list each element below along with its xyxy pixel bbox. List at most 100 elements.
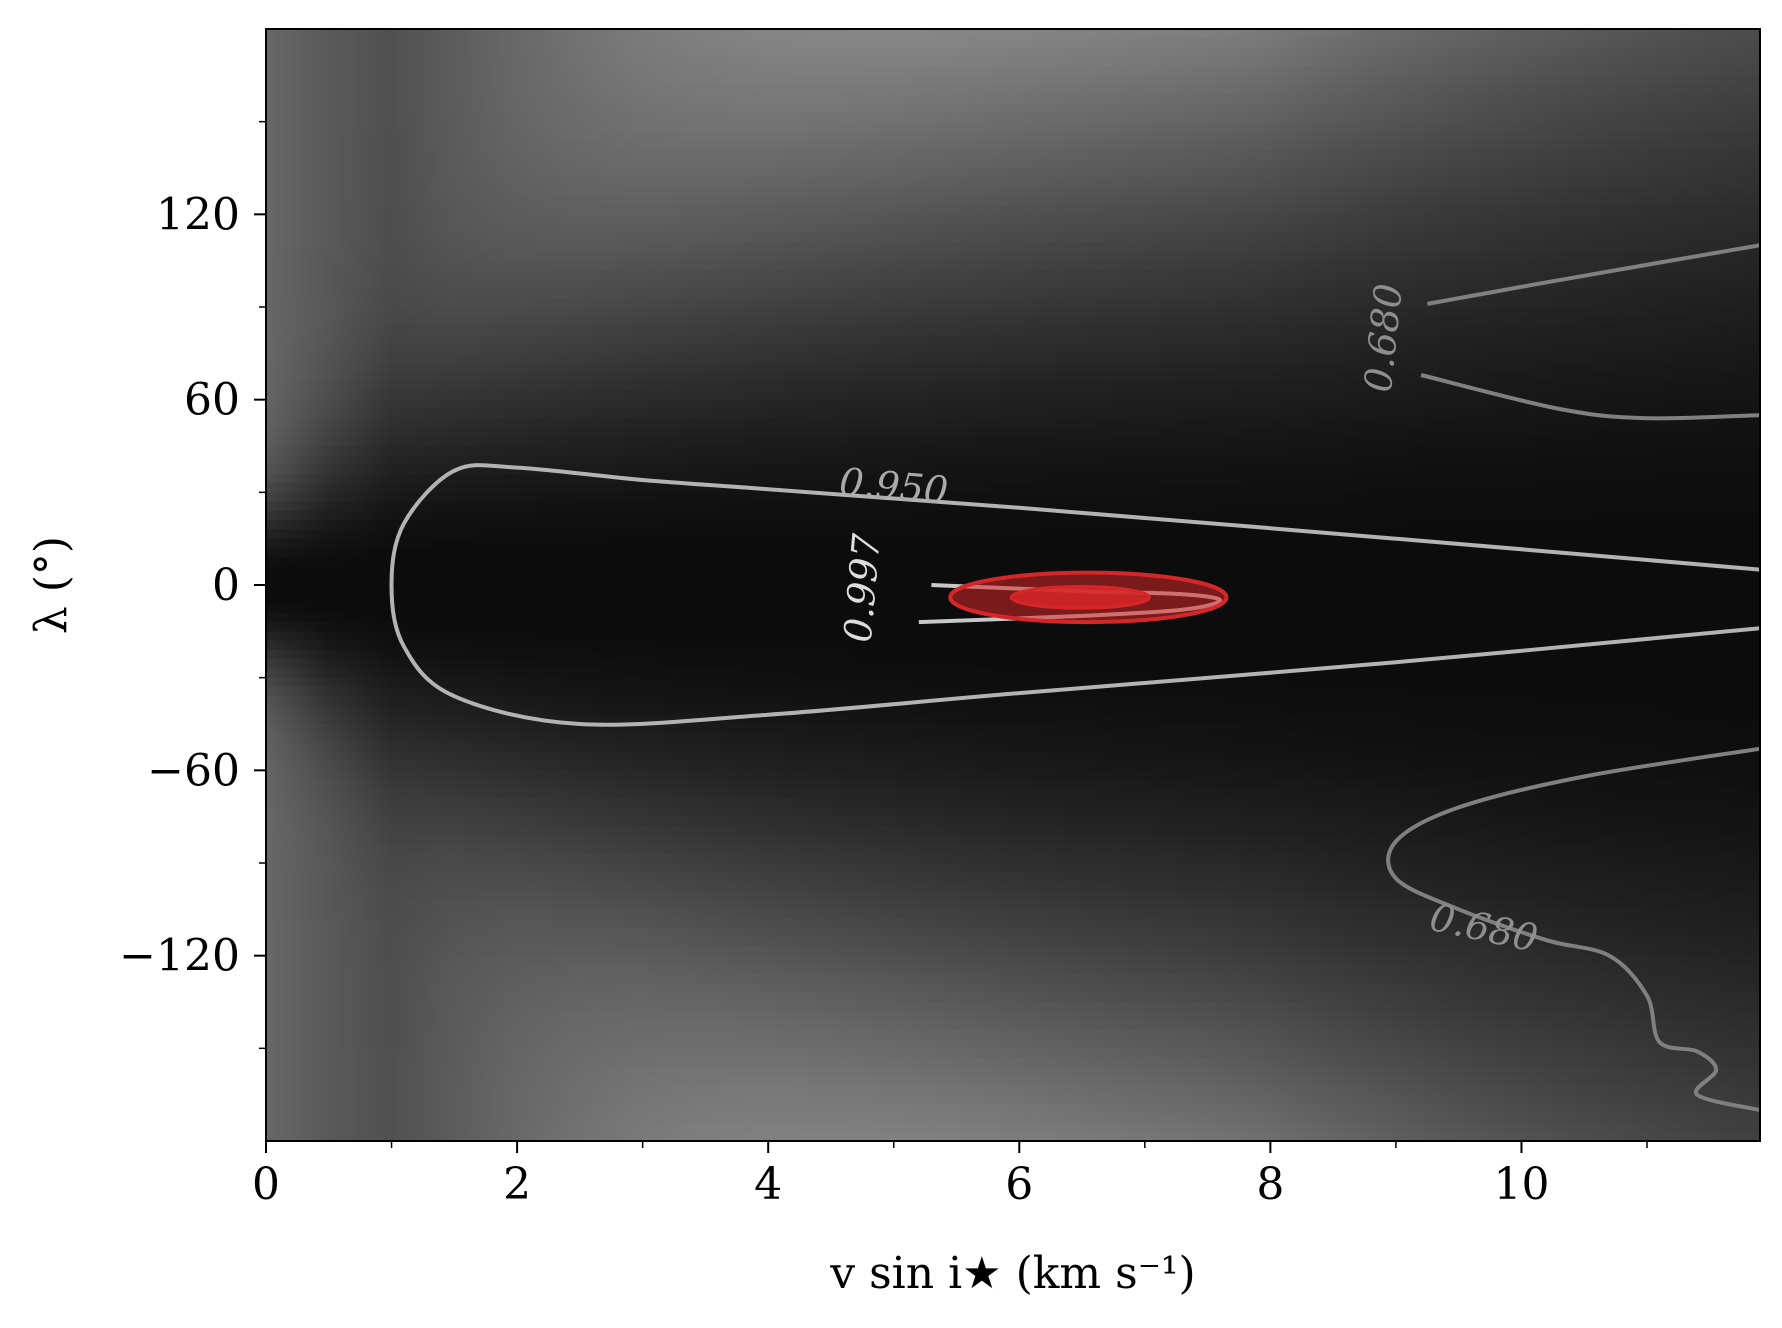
x-tick-label: 8 xyxy=(1256,1159,1284,1210)
heatmap-row xyxy=(266,75,1760,86)
y-axis: −120 −60 0 60 120 xyxy=(119,120,266,1050)
heatmap-row xyxy=(266,825,1760,836)
x-axis: 0 2 4 6 8 10 xyxy=(252,1141,1648,1210)
heatmap-row xyxy=(266,1029,1760,1040)
heatmap-row xyxy=(266,538,1760,549)
heatmap-row xyxy=(266,279,1760,290)
heatmap-row xyxy=(266,390,1760,401)
heatmap-row xyxy=(266,779,1760,790)
heatmap-row xyxy=(266,307,1760,318)
heatmap-row xyxy=(266,288,1760,299)
heatmap-row xyxy=(266,937,1760,948)
heatmap-row xyxy=(266,733,1760,744)
heatmap-row xyxy=(266,325,1760,336)
contour-label: 0.950 xyxy=(838,460,950,513)
x-axis-label: v sin i★ (km s⁻¹) xyxy=(829,1248,1195,1299)
heatmap-row xyxy=(266,807,1760,818)
heatmap-row xyxy=(266,158,1760,169)
heatmap-row xyxy=(266,788,1760,799)
contour-label: 0.997 xyxy=(836,531,889,644)
heatmap-row xyxy=(266,297,1760,308)
heatmap-row xyxy=(266,640,1760,651)
heatmap-row xyxy=(266,381,1760,392)
heatmap-row xyxy=(266,547,1760,558)
heatmap-row xyxy=(266,112,1760,123)
y-tick-label: 0 xyxy=(212,560,240,611)
heatmap-row xyxy=(266,214,1760,225)
heatmap-row xyxy=(266,927,1760,938)
heatmap-row xyxy=(266,473,1760,484)
heatmap-row xyxy=(266,566,1760,577)
x-tick-label: 2 xyxy=(503,1159,531,1210)
x-tick-label: 4 xyxy=(754,1159,782,1210)
heatmap-row xyxy=(266,677,1760,688)
heatmap-row xyxy=(266,149,1760,160)
heatmap-row xyxy=(266,344,1760,355)
contour-0-950 xyxy=(389,463,1760,727)
contour-label-group: 0.950 xyxy=(838,460,950,513)
heatmap-row xyxy=(266,770,1760,781)
heatmap-row xyxy=(266,66,1760,77)
heatmap-row xyxy=(266,696,1760,707)
heatmap-row xyxy=(266,835,1760,846)
heatmap-row xyxy=(266,659,1760,670)
heatmap-row xyxy=(266,1094,1760,1105)
heatmap-row xyxy=(266,751,1760,762)
heatmap-row xyxy=(266,520,1760,531)
contour-0-680 xyxy=(1420,373,1760,421)
heatmap-row xyxy=(266,742,1760,753)
heatmap-row xyxy=(266,121,1760,132)
heatmap-row xyxy=(266,1076,1760,1087)
heatmap-row xyxy=(266,974,1760,985)
heatmap-row xyxy=(266,399,1760,410)
heatmap-row xyxy=(266,223,1760,234)
heatmap-row xyxy=(266,93,1760,104)
heatmap-row xyxy=(266,205,1760,216)
heatmap-row xyxy=(266,371,1760,382)
heatmap-row xyxy=(266,103,1760,114)
heatmap-row xyxy=(266,168,1760,179)
heatmap-row xyxy=(266,1113,1760,1124)
heatmap-row xyxy=(266,649,1760,660)
heatmap-row xyxy=(266,955,1760,966)
heatmap-row xyxy=(266,38,1760,49)
heatmap-row xyxy=(266,853,1760,864)
heatmap-row xyxy=(266,269,1760,280)
heatmap-row xyxy=(266,260,1760,271)
heatmap-row xyxy=(266,362,1760,373)
fit-contour-inner xyxy=(1009,585,1151,610)
heatmap-row xyxy=(266,1057,1760,1068)
heatmap-row xyxy=(266,1002,1760,1013)
heatmap-row xyxy=(266,714,1760,725)
heatmap-row xyxy=(266,909,1760,920)
heatmap-row xyxy=(266,47,1760,58)
heatmap-row xyxy=(266,492,1760,503)
heatmap-row xyxy=(266,946,1760,957)
heatmap-row xyxy=(266,483,1760,494)
heatmap-image xyxy=(266,29,1760,1141)
heatmap-row xyxy=(266,140,1760,151)
best-fit-region xyxy=(948,570,1229,625)
contour-0-680 xyxy=(1426,243,1760,306)
y-tick-label: −120 xyxy=(119,931,240,982)
heatmap-row xyxy=(266,918,1760,929)
heatmap-row xyxy=(266,427,1760,438)
x-tick-label: 6 xyxy=(1005,1159,1033,1210)
heatmap-row xyxy=(266,557,1760,568)
heatmap-row xyxy=(266,56,1760,67)
heatmap-row xyxy=(266,668,1760,679)
heatmap-row xyxy=(266,1011,1760,1022)
heatmap-row xyxy=(266,1039,1760,1050)
y-tick-label: −60 xyxy=(147,745,240,796)
heatmap-row xyxy=(266,1066,1760,1077)
contour-0-680 xyxy=(1386,746,1760,1113)
heatmap-row xyxy=(266,408,1760,419)
heatmap-row xyxy=(266,1131,1760,1141)
heatmap-row xyxy=(266,186,1760,197)
x-tick-label: 10 xyxy=(1493,1159,1549,1210)
heatmap-row xyxy=(266,418,1760,429)
heatmap-row xyxy=(266,890,1760,901)
heatmap-row xyxy=(266,872,1760,883)
